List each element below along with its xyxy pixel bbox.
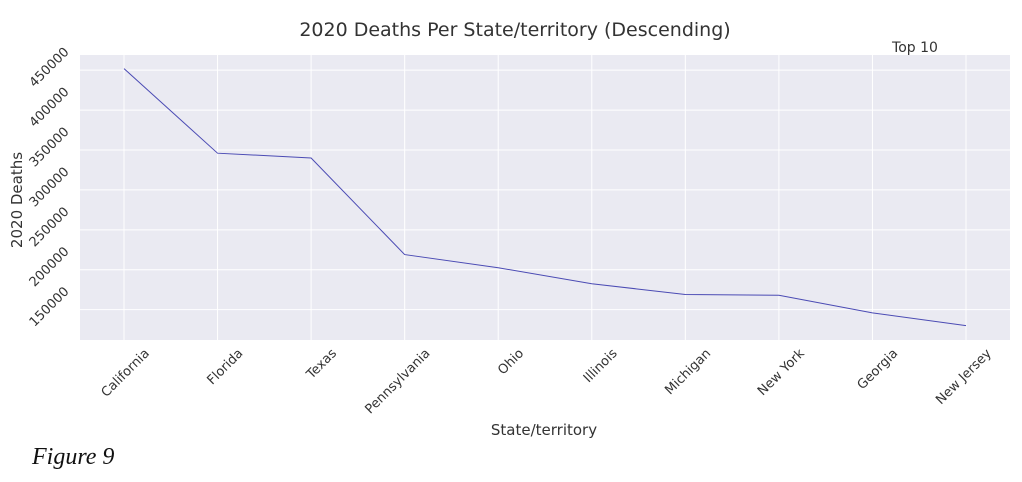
data-line xyxy=(123,68,967,327)
annotation: Top 10 xyxy=(891,40,938,56)
y-tick-label: 450000 xyxy=(27,45,73,91)
y-tick-label: 250000 xyxy=(27,205,73,251)
x-tick-label: Pennsylvania xyxy=(362,346,433,417)
chart: 2020 Deaths Per State/territory (Descend… xyxy=(8,19,1010,439)
x-tick-label: New Jersey xyxy=(933,346,995,408)
y-tick-label: 400000 xyxy=(27,85,73,131)
x-tick-label: Michigan xyxy=(662,346,714,398)
figure-caption: Figure 9 xyxy=(32,444,115,470)
chart-title: 2020 Deaths Per State/territory (Descend… xyxy=(299,19,730,41)
x-tick-label: New York xyxy=(755,346,808,399)
x-tick-label: Ohio xyxy=(495,346,527,378)
x-tick-label: Illinois xyxy=(581,346,621,386)
y-tick-label: 150000 xyxy=(27,284,73,330)
x-tick-label: Georgia xyxy=(855,346,902,393)
y-tick-label: 300000 xyxy=(27,165,73,211)
y-tick-label: 200000 xyxy=(27,244,73,290)
x-tick-label: Florida xyxy=(205,346,247,388)
plot-area xyxy=(80,55,1010,340)
x-tick-label: Texas xyxy=(303,346,340,383)
x-tick-label: California xyxy=(99,346,153,400)
y-axis-label: 2020 Deaths xyxy=(8,152,26,248)
y-tick-label: 350000 xyxy=(27,125,73,171)
x-axis-label: State/territory xyxy=(491,421,597,439)
